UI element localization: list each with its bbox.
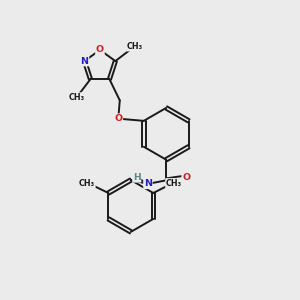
Text: N: N	[80, 57, 88, 66]
Text: O: O	[182, 173, 190, 182]
Text: CH₃: CH₃	[127, 42, 143, 51]
Text: CH₃: CH₃	[69, 93, 85, 102]
Text: CH₃: CH₃	[166, 179, 182, 188]
Text: O: O	[114, 114, 122, 123]
Text: N: N	[144, 179, 152, 188]
Text: O: O	[96, 45, 104, 54]
Text: CH₃: CH₃	[79, 179, 95, 188]
Text: H: H	[133, 173, 141, 182]
